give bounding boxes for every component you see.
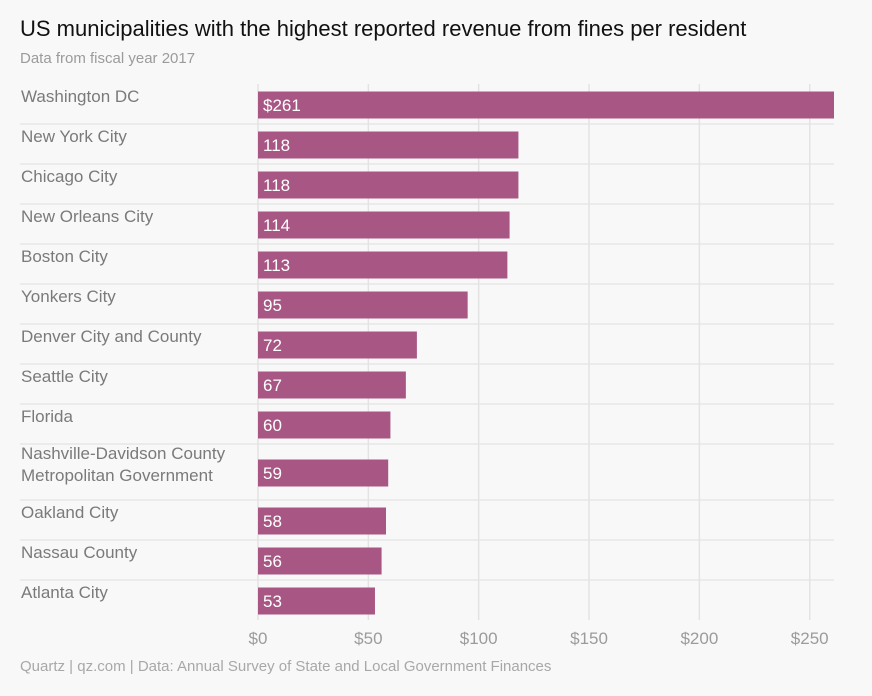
bar-value-label: 58 [263, 512, 282, 531]
category-label: Seattle City [21, 367, 108, 386]
chart-title: US municipalities with the highest repor… [20, 16, 747, 41]
bar [258, 371, 406, 399]
bar-value-label: 67 [263, 376, 282, 395]
bar [258, 587, 375, 615]
category-label: Yonkers City [21, 287, 116, 306]
category-label: Nassau County [21, 543, 138, 562]
bar-value-label: 60 [263, 416, 282, 435]
bar [258, 291, 468, 319]
bar-value-label: 114 [263, 216, 290, 235]
category-label: New Orleans City [21, 207, 154, 226]
bar-value-label: 118 [263, 176, 290, 195]
x-tick-label: $200 [680, 629, 718, 648]
category-label: Washington DC [21, 87, 139, 106]
x-tick-label: $250 [791, 629, 829, 648]
bar-value-label: 53 [263, 592, 282, 611]
bar [258, 507, 386, 535]
bar-value-label: 56 [263, 552, 282, 571]
bar [258, 131, 519, 159]
bar [258, 547, 382, 575]
category-label: Atlanta City [21, 583, 108, 602]
bar-value-label: 113 [263, 256, 290, 275]
category-label: Florida [21, 407, 74, 426]
bar [258, 251, 508, 279]
bar [258, 91, 834, 119]
x-tick-label: $0 [249, 629, 268, 648]
category-label: Oakland City [21, 503, 119, 522]
category-label: Chicago City [21, 167, 118, 186]
bar-value-label: 118 [263, 136, 290, 155]
chart-subtitle: Data from fiscal year 2017 [20, 50, 196, 67]
category-label: Denver City and County [21, 327, 202, 346]
bar [258, 459, 389, 487]
x-tick-label: $50 [354, 629, 382, 648]
category-label: Boston City [21, 247, 108, 266]
bar [258, 331, 417, 359]
bar [258, 211, 510, 239]
bar [258, 171, 519, 199]
bar-value-label: 72 [263, 336, 282, 355]
category-label: New York City [21, 127, 127, 146]
category-label: Metropolitan Government [21, 466, 213, 485]
bar-value-label: 95 [263, 296, 282, 315]
x-tick-label: $100 [460, 629, 498, 648]
bar-value-label: $261 [263, 96, 301, 115]
bar [258, 411, 391, 439]
bar-value-label: 59 [263, 464, 282, 483]
source-footer: Quartz | qz.com | Data: Annual Survey of… [20, 658, 552, 675]
x-tick-label: $150 [570, 629, 608, 648]
category-label: Nashville-Davidson County [21, 444, 226, 463]
